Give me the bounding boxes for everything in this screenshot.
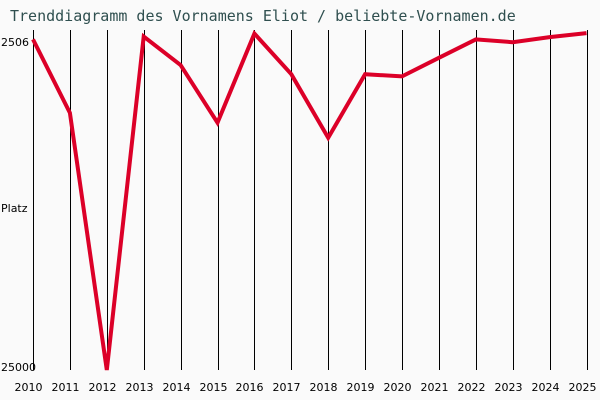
x-tick-label: 2015	[200, 381, 228, 394]
x-tick-label: 2018	[310, 381, 338, 394]
chart-title: Trenddiagramm des Vornamens Eliot / beli…	[10, 7, 516, 25]
x-tick-label: 2016	[236, 381, 264, 394]
y-tick-label: Platz	[1, 202, 28, 215]
y-tick-label: 2506	[1, 36, 29, 49]
x-tick-label: 2011	[52, 381, 80, 394]
x-tick-label: 2025	[569, 381, 597, 394]
x-tick-label: 2023	[495, 381, 523, 394]
vertical-gridlines	[33, 30, 588, 370]
y-axis-labels: 2506 Platz 25000	[1, 36, 36, 374]
x-tick-label: 2020	[384, 381, 412, 394]
x-tick-label: 2022	[458, 381, 486, 394]
x-tick-label: 2013	[126, 381, 154, 394]
x-tick-label: 2010	[15, 381, 43, 394]
x-tick-label: 2021	[421, 381, 449, 394]
x-tick-label: 2024	[532, 381, 560, 394]
x-axis-labels: 2010 2011 2012 2013 2014 2015 2016 2017 2018 2019…	[15, 381, 597, 394]
x-tick-label: 2019	[347, 381, 375, 394]
x-tick-label: 2012	[89, 381, 117, 394]
y-tick-label: 25000	[1, 361, 36, 374]
x-tick-label: 2017	[273, 381, 301, 394]
trend-line	[31, 29, 587, 371]
x-tick-label: 2014	[163, 381, 191, 394]
